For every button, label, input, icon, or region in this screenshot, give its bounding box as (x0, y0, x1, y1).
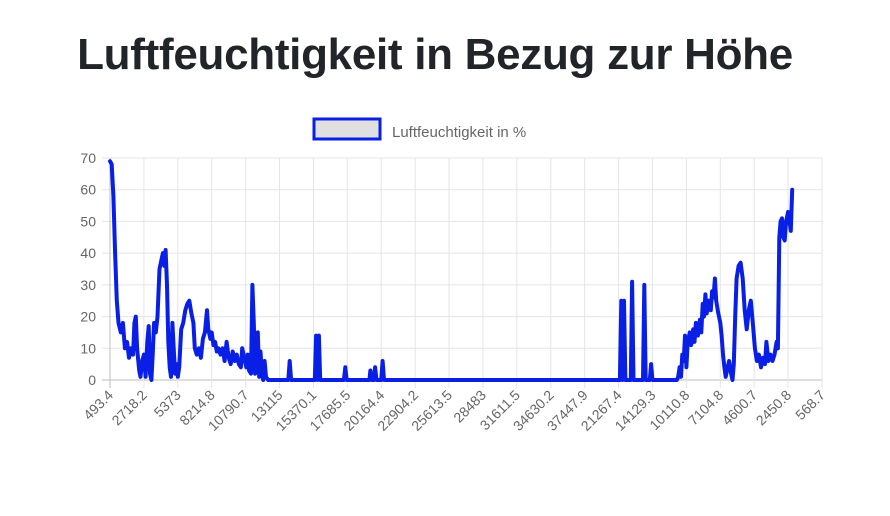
y-tick-label: 60 (80, 182, 96, 198)
y-axis-ticks: 0 10 20 30 40 50 60 70 (80, 150, 96, 388)
x-tick-label: 568.7 (792, 387, 828, 423)
x-tick-label: 2450.8 (753, 387, 795, 429)
chart-grid (102, 157, 823, 388)
x-tick-label: 2718.2 (108, 387, 150, 429)
y-tick-label: 30 (80, 277, 96, 293)
series-line (108, 159, 795, 382)
x-tick-label: 7104.8 (685, 387, 727, 429)
y-tick-label: 20 (80, 309, 96, 325)
chart-title: Luftfeuchtigkeit in Bezug zur Höhe (77, 30, 793, 79)
chart-series (108, 159, 795, 382)
y-tick-label: 70 (80, 150, 96, 166)
y-tick-label: 10 (80, 340, 96, 356)
chart-legend[interactable]: Luftfeuchtigkeit in % (312, 117, 526, 141)
x-tick-label: 4600.7 (719, 387, 761, 429)
y-tick-label: 0 (88, 372, 96, 388)
legend-swatch (312, 117, 382, 141)
y-tick-label: 40 (80, 245, 96, 261)
legend-label: Luftfeuchtigkeit in % (392, 124, 526, 141)
y-tick-label: 50 (80, 213, 96, 229)
